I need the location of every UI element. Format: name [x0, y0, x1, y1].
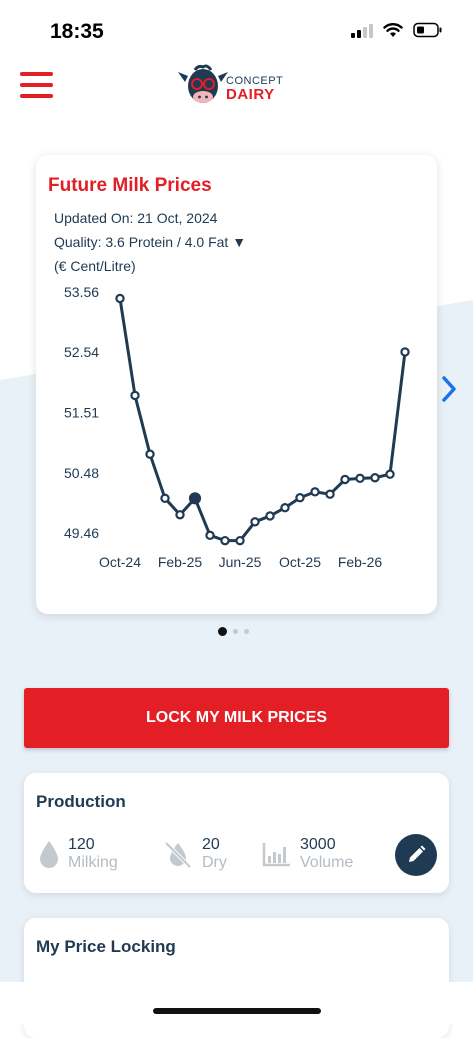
stat-dry: 20 Dry — [162, 836, 227, 871]
chart-title: Future Milk Prices — [48, 175, 212, 196]
stat-milking: 120 Milking — [38, 836, 118, 871]
updated-date: Updated On: 21 Oct, 2024 — [54, 210, 218, 226]
milking-label: Milking — [68, 853, 118, 871]
dry-icon — [164, 841, 192, 869]
edit-production-button[interactable] — [395, 834, 437, 876]
data-point[interactable] — [160, 493, 170, 504]
data-point[interactable] — [370, 473, 380, 483]
data-point[interactable] — [280, 503, 290, 513]
quality-dropdown[interactable]: Quality: 3.6 Protein / 4.0 Fat ▼ — [54, 234, 247, 250]
status-icons — [351, 22, 443, 38]
cellular-signal-icon — [351, 22, 373, 38]
pencil-icon — [409, 845, 426, 862]
concept-dairy-logo: CONCEPT DAIRY — [176, 64, 296, 112]
lock-milk-prices-button[interactable]: LOCK MY MILK PRICES — [24, 688, 449, 748]
data-point[interactable] — [250, 517, 260, 527]
data-point[interactable] — [130, 390, 140, 401]
cow-logo-icon — [178, 64, 228, 103]
data-point[interactable] — [145, 449, 155, 459]
x-tick-label: Oct-24 — [99, 554, 141, 570]
data-point[interactable] — [400, 347, 410, 357]
logo-text-dairy: DAIRY — [226, 86, 275, 103]
x-tick-label: Feb-26 — [338, 554, 383, 570]
y-tick-label: 51.51 — [64, 405, 99, 421]
status-time: 18:35 — [50, 20, 104, 43]
menu-icon — [20, 72, 53, 76]
data-point[interactable] — [310, 487, 320, 497]
carousel-dot-2[interactable] — [233, 629, 238, 634]
carousel-dot-3[interactable] — [244, 629, 249, 634]
carousel-dot-1[interactable] — [218, 627, 227, 636]
future-milk-prices-card[interactable]: Future Milk Prices Updated On: 21 Oct, 2… — [36, 155, 437, 614]
price-locking-title: My Price Locking — [36, 937, 176, 956]
volume-label: Volume — [300, 853, 354, 871]
production-title: Production — [36, 792, 126, 811]
status-bar: 18:35 — [0, 0, 473, 60]
dry-count: 20 — [202, 836, 220, 853]
y-tick-label: 52.54 — [64, 344, 99, 360]
menu-button[interactable] — [20, 72, 53, 102]
data-point[interactable] — [340, 474, 350, 485]
bar-chart-icon — [262, 842, 290, 866]
y-tick-label: 53.56 — [64, 284, 99, 300]
wifi-icon — [383, 23, 403, 37]
data-point[interactable] — [220, 535, 230, 546]
x-tick-label: Jun-25 — [219, 554, 262, 570]
x-tick-label: Oct-25 — [279, 554, 321, 570]
milking-count: 120 — [68, 836, 95, 853]
data-point[interactable] — [325, 489, 335, 499]
volume-count: 3000 — [300, 836, 336, 853]
y-tick-label: 49.46 — [64, 525, 99, 541]
selected-data-point[interactable] — [188, 492, 202, 505]
bottom-safe-area — [0, 982, 473, 1024]
production-card: Production 120 Milking 20 Dry 3000 — [24, 773, 449, 893]
price-series-line — [118, 298, 407, 543]
data-point[interactable] — [235, 535, 245, 546]
drop-icon — [40, 840, 58, 868]
logo-text-concept: CONCEPT — [226, 75, 284, 87]
data-point[interactable] — [355, 473, 365, 484]
data-point[interactable] — [295, 493, 305, 503]
data-point[interactable] — [175, 510, 185, 520]
dry-label: Dry — [202, 853, 227, 871]
chevron-right-icon[interactable] — [438, 374, 460, 404]
x-tick-label: Feb-25 — [158, 554, 203, 570]
data-point[interactable] — [115, 293, 125, 304]
home-indicator[interactable] — [153, 1008, 321, 1014]
stat-volume: 3000 Volume — [262, 836, 353, 871]
y-tick-label: 50.48 — [64, 465, 99, 481]
chart-unit-label: (€ Cent/Litre) — [54, 258, 136, 274]
data-point[interactable] — [265, 511, 275, 521]
data-point[interactable] — [385, 469, 395, 479]
carousel-dots — [218, 627, 249, 636]
battery-icon — [413, 22, 442, 38]
data-point[interactable] — [205, 530, 215, 541]
